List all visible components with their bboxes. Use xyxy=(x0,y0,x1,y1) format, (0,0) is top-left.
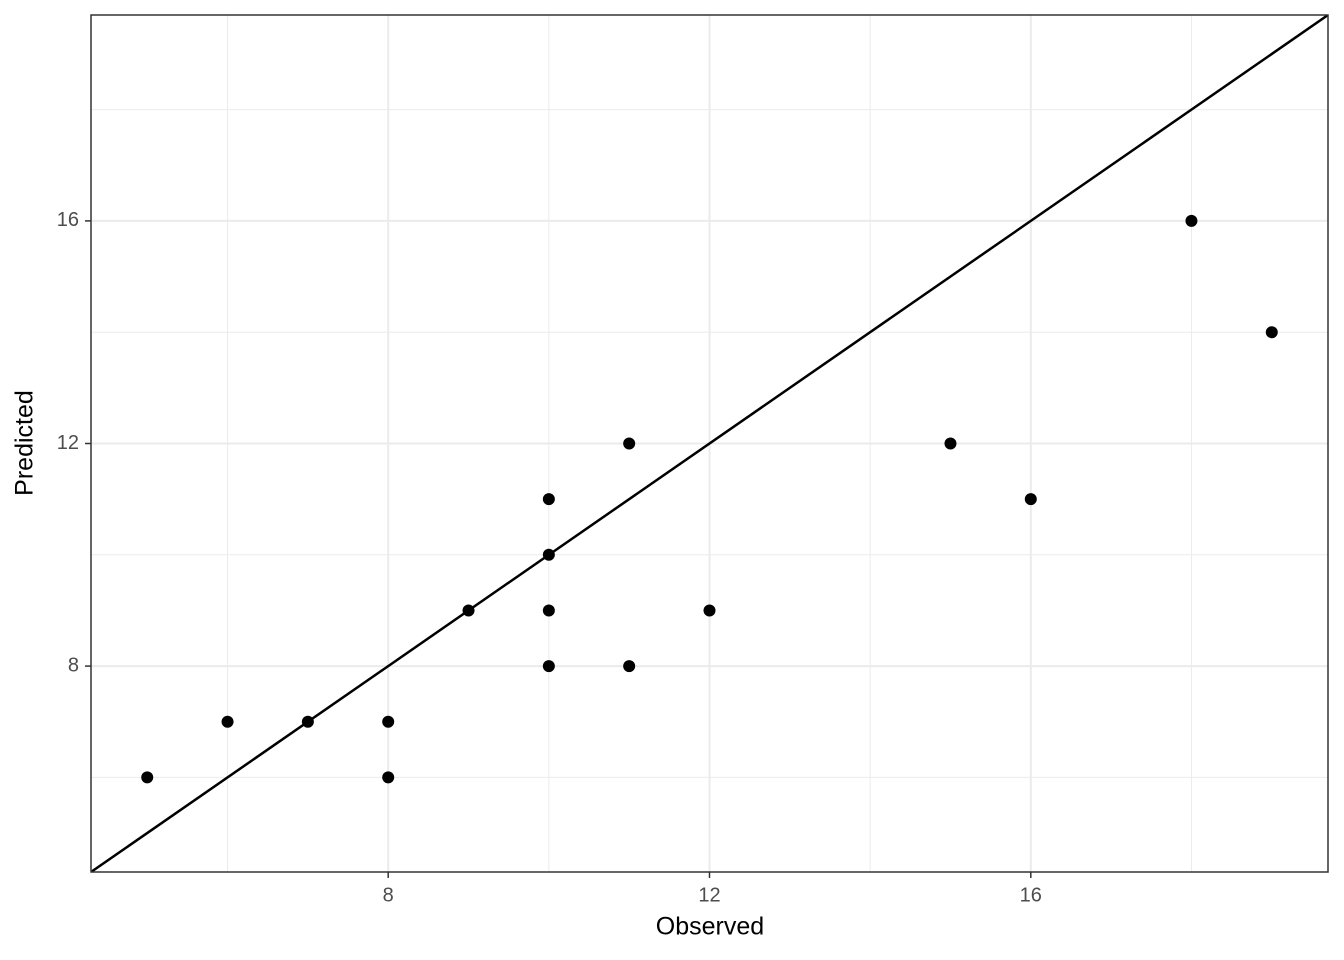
point xyxy=(1265,326,1278,339)
y-tick-label: 12 xyxy=(57,432,79,454)
point xyxy=(542,493,555,506)
point xyxy=(221,715,234,728)
point xyxy=(542,660,555,673)
y-tick-label: 16 xyxy=(57,209,79,231)
y-axis-title: Predicted xyxy=(11,390,39,496)
reference-line xyxy=(91,15,1328,872)
point xyxy=(382,771,395,784)
point xyxy=(1024,493,1037,506)
point xyxy=(301,715,314,728)
panel xyxy=(91,15,1328,872)
point xyxy=(623,660,636,673)
point xyxy=(462,604,475,617)
x-tick-label: 16 xyxy=(1020,884,1042,906)
point xyxy=(542,548,555,561)
x-tick-label: 12 xyxy=(698,884,720,906)
x-axis-title: Observed xyxy=(656,913,764,941)
point xyxy=(623,437,636,450)
point xyxy=(141,771,154,784)
panel-border xyxy=(90,14,1329,873)
point xyxy=(1185,214,1198,227)
point xyxy=(944,437,957,450)
y-tick-label: 8 xyxy=(68,654,79,676)
point xyxy=(382,715,395,728)
x-tick-label: 8 xyxy=(383,884,394,906)
point xyxy=(703,604,716,617)
point xyxy=(542,604,555,617)
